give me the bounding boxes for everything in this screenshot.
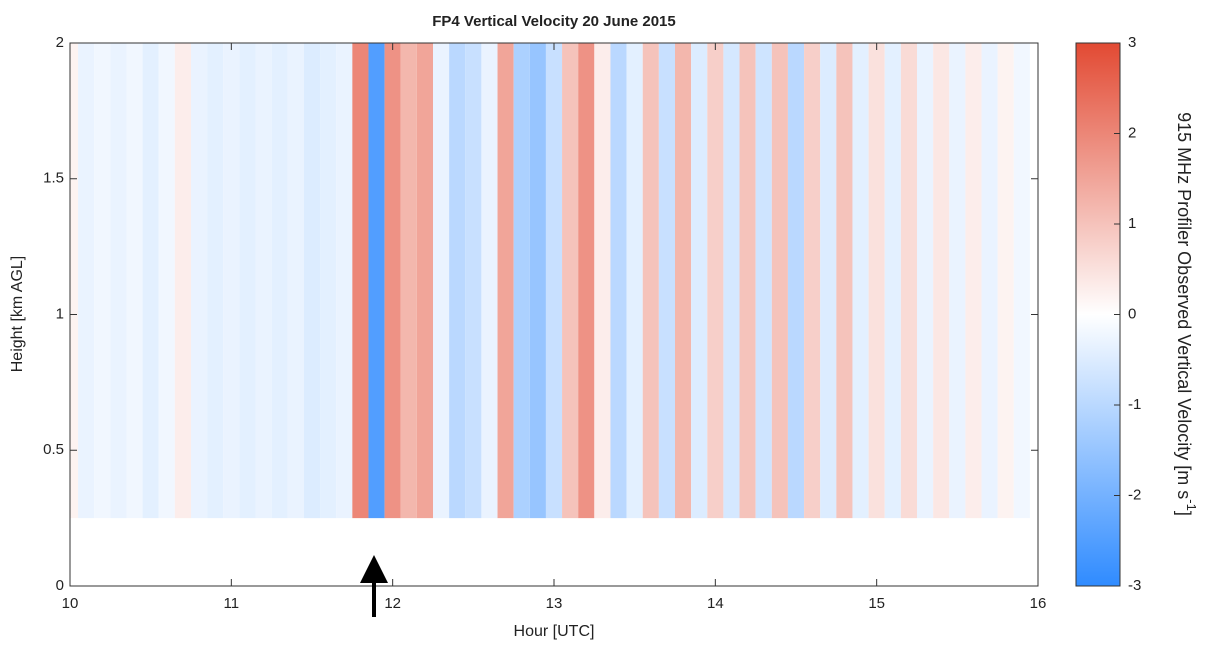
heatmap-column (933, 43, 950, 519)
heatmap-column (384, 43, 401, 519)
heatmap-column (787, 43, 805, 519)
y-tick-label: 2 (56, 34, 64, 51)
heatmap-column (739, 43, 756, 519)
heatmap-column (78, 43, 95, 519)
heatmap-column (191, 43, 208, 519)
heatmap-column (271, 43, 288, 519)
heatmap-column (884, 43, 901, 519)
heatmap-column (287, 43, 304, 519)
y-tick-label: 1 (56, 305, 64, 322)
heatmap-column (562, 43, 579, 519)
heatmap-column (158, 43, 175, 519)
heatmap-column (239, 43, 256, 519)
colorbar-tick-label: 2 (1128, 124, 1136, 141)
heatmap-column (513, 43, 530, 519)
heatmap-column (917, 43, 934, 519)
heatmap-column (578, 43, 595, 519)
heatmap-column (610, 43, 627, 519)
heatmap-column (400, 43, 417, 519)
heatmap-column (545, 43, 563, 519)
colorbar-tick-label: 3 (1128, 34, 1136, 51)
heatmap-column (868, 43, 885, 519)
heatmap-column (94, 43, 111, 519)
heatmap-column (70, 43, 79, 519)
colorbar-label-sup: -1 (1184, 499, 1199, 511)
heatmap-column (481, 43, 498, 519)
colorbar-label-text: 915 MHz Profiler Observed Vertical Veloc… (1174, 112, 1194, 499)
heatmap-column (320, 43, 337, 519)
x-axis-label: Hour [UTC] (514, 623, 595, 640)
heatmap-column (255, 43, 272, 519)
heatmap-column (707, 43, 724, 519)
heatmap-column (771, 43, 788, 519)
heatmap-column (658, 43, 675, 519)
heatmap-column (900, 43, 917, 519)
x-tick-label: 16 (1030, 595, 1047, 612)
colorbar-tick-label: -2 (1128, 486, 1141, 503)
x-tick-label: 15 (868, 595, 885, 612)
y-tick-label: 0 (56, 577, 64, 594)
heatmap-column (416, 43, 433, 519)
colorbar-tick-label: -3 (1128, 577, 1141, 594)
heatmap-column (497, 43, 514, 519)
x-tick-label: 11 (224, 595, 240, 612)
colorbar-label-end: ] (1174, 511, 1194, 516)
heatmap-column (207, 43, 224, 519)
colorbar (1075, 42, 1121, 587)
annotation-arrow (360, 555, 388, 617)
heatmap-column (852, 43, 869, 519)
heatmap-column (997, 43, 1014, 519)
heatmap-column (981, 43, 998, 519)
heatmap-column (223, 43, 240, 519)
x-tick-label: 10 (62, 595, 79, 612)
heatmap-column (642, 43, 659, 519)
chart-title: FP4 Vertical Velocity 20 June 2015 (432, 13, 675, 30)
heatmap-column (820, 43, 837, 519)
heatmap-column (691, 43, 708, 519)
heatmap-column (836, 43, 853, 519)
heatmap-column (368, 43, 385, 519)
heatmap-column (433, 43, 450, 519)
heatmap (70, 43, 1030, 519)
heatmap-column (1013, 43, 1030, 519)
colorbar-tick-label: 0 (1128, 305, 1136, 322)
heatmap-column (594, 43, 611, 519)
x-tick-label: 12 (384, 595, 401, 612)
heatmap-column (465, 43, 482, 519)
heatmap-column (126, 43, 143, 519)
heatmap-column (675, 43, 692, 519)
heatmap-column (336, 43, 353, 519)
heatmap-column (352, 43, 369, 519)
x-tick-label: 14 (707, 595, 724, 612)
heatmap-column (303, 43, 321, 519)
y-tick-label: 1.5 (43, 170, 64, 187)
heatmap-column (804, 43, 821, 519)
heatmap-column (529, 43, 546, 519)
heatmap-column (723, 43, 740, 519)
x-tick-label: 13 (546, 595, 563, 612)
colorbar-tick-label: 1 (1128, 215, 1136, 232)
heatmap-column (142, 43, 159, 519)
heatmap-column (949, 43, 966, 519)
heatmap-column (110, 43, 127, 519)
colorbar-tick-label: -1 (1128, 396, 1141, 413)
heatmap-column (449, 43, 466, 519)
heatmap-column (174, 43, 191, 519)
colorbar-label: 915 MHz Profiler Observed Vertical Veloc… (1174, 112, 1198, 516)
y-tick-label: 0.5 (43, 441, 64, 458)
heatmap-column (965, 43, 982, 519)
heatmap-column (626, 43, 643, 519)
heatmap-column (755, 43, 772, 519)
y-axis-label: Height [km AGL] (9, 256, 26, 373)
